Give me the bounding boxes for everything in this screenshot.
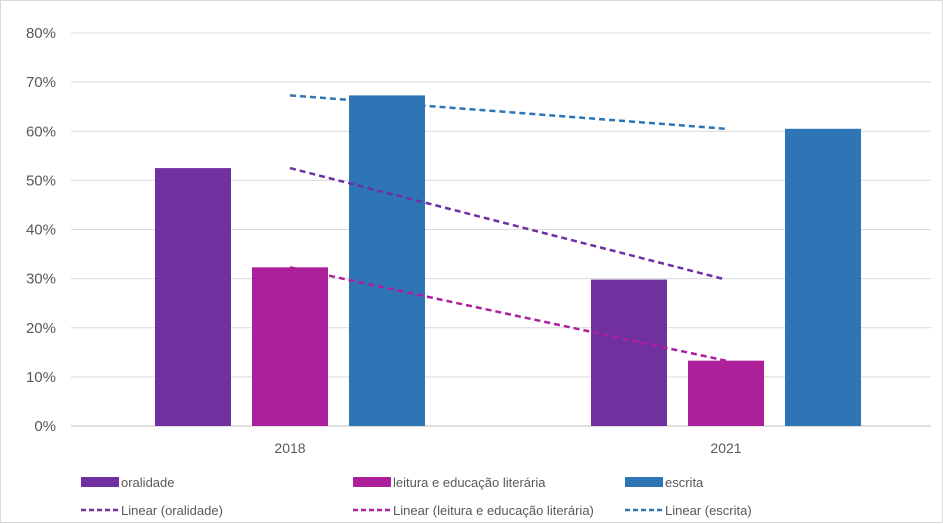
legend: oralidade leitura e educação literária esc… [81,475,752,518]
trendlines [289,94,727,362]
trendline [289,166,727,281]
bar [155,168,231,426]
y-tick-label: 30% [26,271,56,288]
legend-swatch [625,477,663,487]
x-axis-ticks: 2018 2021 [274,440,741,456]
legend-trend-label: Linear (escrita) [665,503,752,518]
legend-swatch [353,477,391,487]
bars [155,95,861,427]
trendline [289,94,727,131]
y-tick-label: 80% [26,25,56,42]
x-tick-label: 2018 [274,440,305,456]
y-axis-ticks: 0% 10% 20% 30% 40% 50% 60% 70% 80% [26,25,56,435]
legend-label: oralidade [121,475,175,490]
y-tick-label: 60% [26,123,56,140]
legend-trend-label: Linear (oralidade) [121,503,223,518]
bar [349,95,425,427]
bar [688,360,764,426]
legend-swatch [81,477,119,487]
trendline [289,266,727,362]
legend-label: escrita [665,475,704,490]
legend-trend-label: Linear (leitura e educação literária) [393,503,594,518]
y-tick-label: 50% [26,172,56,189]
x-tick-label: 2021 [710,440,741,456]
bar [252,267,328,426]
y-tick-label: 10% [26,369,56,386]
y-tick-label: 20% [26,320,56,337]
y-tick-label: 70% [26,74,56,91]
bar [785,128,861,426]
legend-label: leitura e educação literária [393,475,546,490]
bar [591,279,667,426]
y-tick-label: 0% [34,418,56,435]
y-tick-label: 40% [26,222,56,239]
